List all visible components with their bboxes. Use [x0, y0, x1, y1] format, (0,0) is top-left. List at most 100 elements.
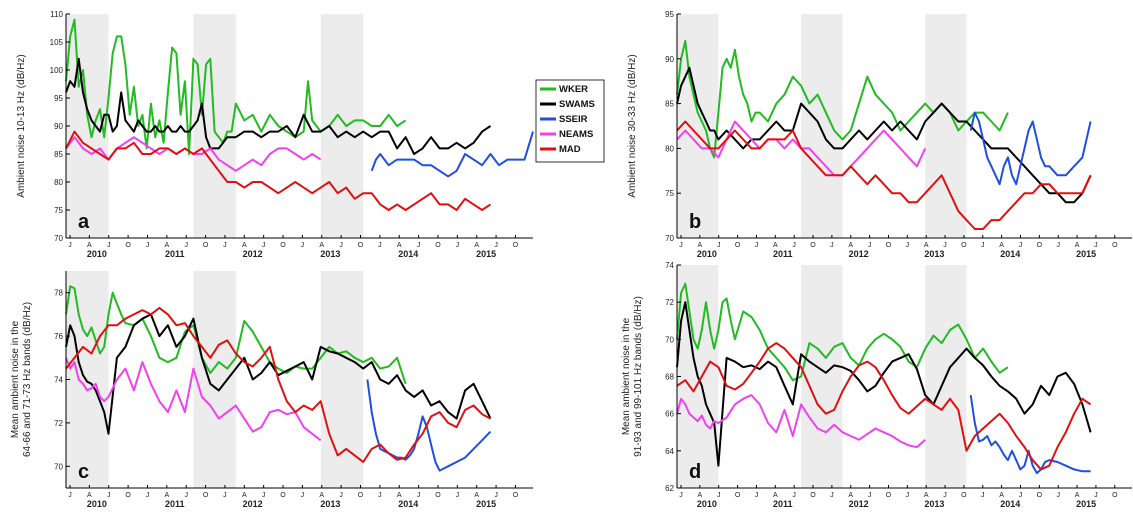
y-tick-label: 74	[665, 261, 674, 270]
month-label: A	[1075, 492, 1080, 499]
month-label: J	[906, 492, 910, 499]
y-tick-label: 68	[665, 373, 674, 382]
month-label: J	[755, 492, 759, 499]
month-label: J	[184, 492, 188, 499]
month-label: J	[223, 492, 227, 499]
month-label: J	[456, 492, 460, 499]
year-label: 2015	[1076, 499, 1096, 509]
month-label: O	[735, 242, 741, 249]
month-label: J	[301, 492, 305, 499]
month-label: O	[961, 492, 967, 499]
y-tick-label: 100	[50, 66, 64, 75]
month-label: J	[107, 242, 111, 249]
month-label: J	[943, 242, 947, 249]
month-label: O	[513, 242, 519, 249]
month-label: A	[319, 242, 324, 249]
month-label: J	[494, 492, 498, 499]
year-label: 2011	[165, 249, 185, 259]
month-label: O	[280, 242, 286, 249]
y-axis-label: Ambient noise 30-33 Hz (dB/Hz)	[627, 54, 638, 197]
year-label: 2015	[1076, 249, 1096, 259]
month-label: A	[999, 492, 1004, 499]
month-label: A	[773, 492, 778, 499]
y-tick-label: 62	[665, 484, 674, 493]
month-label: A	[1075, 242, 1080, 249]
series-line-wker	[676, 282, 1009, 382]
year-label: 2014	[1000, 499, 1020, 509]
month-label: A	[474, 492, 479, 499]
series-line-sseir	[366, 379, 492, 472]
series-line-neams	[676, 394, 926, 449]
shade-band	[320, 14, 364, 238]
y-tick-label: 75	[54, 206, 63, 215]
month-label: J	[378, 492, 382, 499]
series-line-mad	[676, 342, 1092, 471]
y-tick-label: 105	[50, 38, 64, 47]
series-line-sseir	[370, 131, 534, 178]
y-tick-label: 64	[665, 447, 674, 456]
month-label: A	[164, 492, 169, 499]
year-label: 2014	[1000, 249, 1020, 259]
month-label: O	[810, 492, 816, 499]
year-label: 2010	[87, 249, 107, 259]
y-tick-label: 70	[54, 234, 63, 243]
month-label: A	[242, 492, 247, 499]
month-label: A	[848, 492, 853, 499]
month-label: J	[717, 242, 721, 249]
month-label: J	[981, 242, 985, 249]
legend-label-mad: MAD	[559, 144, 581, 155]
y-tick-label: 66	[665, 410, 674, 419]
y-tick-label: 74	[54, 376, 63, 385]
year-label: 2013	[320, 499, 340, 509]
y-tick-label: 80	[665, 144, 674, 153]
month-label: J	[792, 492, 796, 499]
series-line-sseir	[969, 111, 1092, 186]
month-label: A	[87, 242, 92, 249]
month-label: A	[924, 242, 929, 249]
panel-d: 62 64 66 68 70 72 74 J A J O J A J O J A J O J A J O J A J O J A J O 20…	[621, 261, 1132, 509]
month-label: A	[164, 242, 169, 249]
year-label: 2010	[697, 249, 717, 259]
month-label: O	[280, 492, 286, 499]
year-label: 2013	[320, 249, 340, 259]
legend: WKER SWAMS SSEIR NEAMS MAD	[535, 79, 605, 163]
month-label: J	[1094, 492, 1098, 499]
panel-b: 70 75 80 85 90 95 J A J O J A J O J A J O J A J O J A J O J A J O 2010…	[627, 10, 1132, 259]
month-label: O	[961, 242, 967, 249]
shade-band	[677, 14, 719, 238]
series-line-wker	[65, 18, 407, 155]
month-label: J	[868, 492, 872, 499]
month-label: O	[1112, 242, 1118, 249]
y-tick-label: 70	[665, 234, 674, 243]
y-axis-label: Mean ambient noise in the64-66 and 71-73…	[10, 302, 33, 457]
legend-label-wker: WKER	[559, 84, 588, 95]
series-line-mad	[676, 120, 1092, 230]
month-label: J	[1056, 492, 1060, 499]
month-label: O	[125, 242, 131, 249]
month-label: O	[125, 492, 131, 499]
month-label: A	[242, 242, 247, 249]
y-axis-label: Ambient noise 10-13 Hz (dB/Hz)	[16, 54, 27, 197]
series-line-mad	[65, 130, 492, 211]
month-label: J	[339, 242, 343, 249]
month-label: J	[1019, 492, 1023, 499]
month-label: O	[810, 242, 816, 249]
panel-letter: d	[689, 461, 701, 483]
year-label: 2013	[924, 249, 944, 259]
month-label: J	[301, 242, 305, 249]
shade-band	[801, 14, 843, 238]
month-label: J	[679, 242, 683, 249]
shade-band	[193, 271, 236, 488]
year-label: 2012	[243, 249, 263, 259]
month-label: A	[999, 242, 1004, 249]
month-label: J	[68, 492, 72, 499]
y-tick-label: 85	[54, 150, 63, 159]
panel-letter: b	[689, 211, 701, 233]
series-line-mad	[65, 306, 491, 463]
month-label: A	[397, 242, 402, 249]
month-label: A	[848, 242, 853, 249]
month-label: J	[943, 492, 947, 499]
month-label: J	[981, 492, 985, 499]
y-tick-label: 90	[54, 122, 63, 131]
